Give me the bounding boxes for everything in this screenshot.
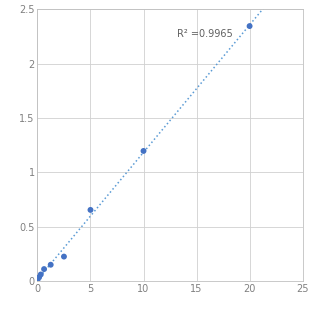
- Point: [48, 262, 53, 267]
- Point: [38, 272, 43, 277]
- Point: [41, 266, 46, 271]
- Point: [61, 254, 66, 259]
- Point: [141, 149, 146, 154]
- Point: [247, 24, 252, 29]
- Point: [88, 207, 93, 212]
- Point: [35, 278, 40, 283]
- Point: [37, 275, 41, 280]
- Text: R² =0.9965: R² =0.9965: [178, 29, 233, 39]
